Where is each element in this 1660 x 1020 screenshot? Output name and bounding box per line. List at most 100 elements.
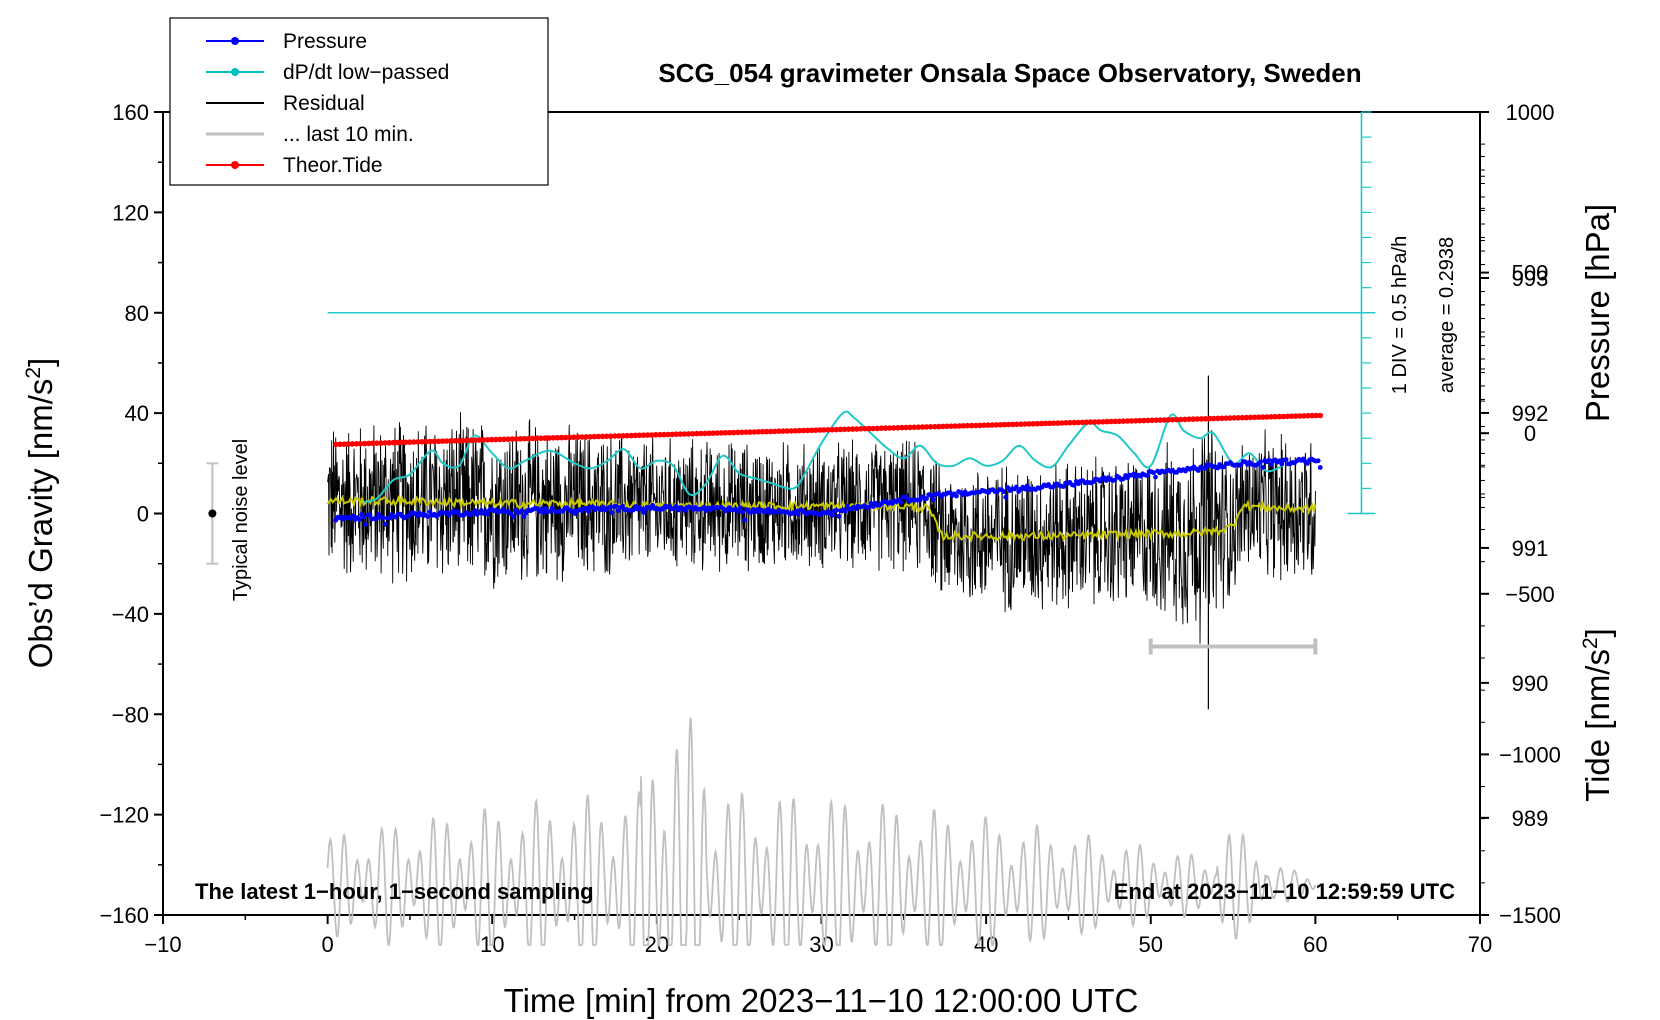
pressure-point: [1283, 457, 1289, 462]
pressure-point: [1112, 477, 1118, 483]
x-tick-label: 30: [809, 932, 833, 957]
tide-point: [1075, 419, 1082, 426]
tide-tick-label: −1500: [1499, 903, 1561, 928]
tide-point: [1026, 421, 1032, 427]
tide-point: [1124, 418, 1131, 424]
pressure-point: [519, 508, 525, 514]
tide-point: [730, 429, 737, 436]
pressure-point: [1144, 473, 1150, 478]
pressure-point: [1202, 466, 1208, 471]
tide-point: [874, 425, 881, 432]
tide-point: [538, 435, 544, 442]
tide-point: [644, 432, 651, 438]
tide-point: [1239, 414, 1246, 421]
tide-point: [821, 427, 827, 433]
pressure-point: [1268, 462, 1274, 467]
tide-point: [1235, 415, 1242, 421]
tide-point: [1280, 413, 1287, 420]
legend-swatch-marker: [231, 37, 239, 45]
tide-point: [907, 424, 913, 431]
tide-point: [337, 441, 343, 448]
tide-point: [1157, 417, 1164, 423]
tide-point: [849, 426, 856, 432]
pressure-point: [363, 521, 369, 527]
pressure-point: [1061, 484, 1066, 489]
tide-point: [1292, 413, 1299, 419]
tide-point: [997, 422, 1004, 428]
tide-point: [936, 423, 942, 430]
tide-point: [808, 427, 815, 434]
y-axis-label-tide: Tide [nm/s2]: [1579, 628, 1616, 802]
tide-point: [702, 430, 708, 437]
tide-point: [694, 430, 700, 437]
y-tick-label: 80: [125, 301, 149, 326]
tide-point: [977, 422, 983, 429]
tide-point: [546, 435, 552, 441]
pressure-point: [742, 517, 747, 523]
tide-point: [878, 425, 885, 432]
x-tick-label: 60: [1303, 932, 1327, 957]
tide-point: [1050, 420, 1057, 427]
tide-point: [813, 427, 819, 434]
tide-point: [1005, 421, 1012, 428]
tide-point: [1313, 412, 1319, 419]
tide-point: [735, 429, 741, 436]
tide-point: [747, 429, 753, 435]
tide-point: [1309, 412, 1315, 419]
tide-point: [854, 426, 860, 432]
y-axis-pressure: 993 992 991 990 989: [1480, 156, 1549, 831]
pressure-point: [1003, 494, 1009, 500]
tide-point: [973, 422, 979, 429]
y-tick-label: 40: [125, 401, 149, 426]
tide-point: [948, 423, 954, 430]
x-tick-label: 70: [1468, 932, 1492, 957]
tide-point: [349, 441, 356, 447]
tide-point: [1243, 414, 1250, 421]
tide-point: [640, 432, 647, 439]
legend-swatch-marker: [231, 161, 239, 169]
tide-point: [1247, 414, 1254, 421]
y-axis-label-pressure: Pressure [hPa]: [1579, 204, 1616, 422]
tide-point: [780, 428, 786, 434]
tide-point: [1260, 414, 1266, 420]
legend-swatch-marker: [231, 68, 239, 76]
y-tick-label: −120: [99, 803, 149, 828]
pressure-tick-label: 991: [1512, 536, 1549, 561]
tide-point: [776, 428, 782, 435]
pressure-point: [641, 510, 647, 515]
legend-label: Pressure: [283, 30, 367, 53]
pressure-point: [1279, 461, 1285, 467]
tide-point: [603, 433, 610, 440]
tide-point: [513, 436, 520, 442]
x-axis-label: Time [min] from 2023−11−10 12:00:00 UTC: [504, 982, 1139, 1019]
pressure-tick-label: 989: [1512, 806, 1549, 831]
tide-point: [636, 432, 643, 439]
pressure-point: [630, 507, 636, 513]
tide-point: [378, 440, 384, 446]
tide-point: [435, 438, 442, 445]
tide-point: [566, 434, 573, 441]
tide-point: [968, 422, 975, 429]
tide-point: [940, 423, 946, 430]
y-tick-label: −40: [112, 602, 149, 627]
tide-point: [464, 437, 470, 444]
tide-point: [1096, 419, 1102, 425]
pressure-point: [1305, 461, 1310, 466]
tide-point: [402, 439, 409, 446]
tide-point: [1169, 416, 1176, 423]
tide-point: [398, 439, 405, 446]
tide-point: [1153, 417, 1159, 424]
bottom-left-note: The latest 1−hour, 1−second sampling: [195, 879, 594, 904]
tide-point: [1186, 416, 1192, 423]
pressure-point: [836, 513, 842, 519]
tide-point: [1288, 413, 1295, 420]
tide-point: [1009, 421, 1016, 428]
tide-point: [817, 427, 823, 433]
tide-point: [886, 425, 893, 431]
pressure-point: [1153, 474, 1158, 480]
tide-point: [1083, 419, 1090, 426]
tide-point: [382, 440, 388, 446]
legend-label: ... last 10 min.: [283, 123, 414, 146]
tide-point: [415, 439, 421, 445]
